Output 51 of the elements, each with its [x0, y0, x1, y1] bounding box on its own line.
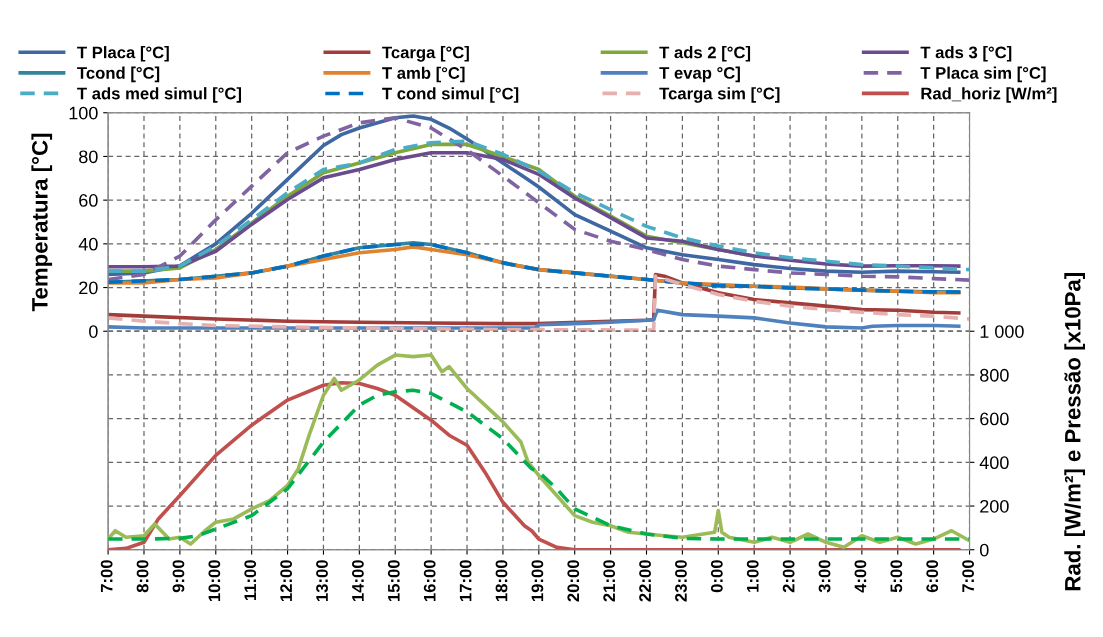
- legend-label: T Placa [°C]: [77, 46, 169, 62]
- x-tick-label: 23:00: [675, 560, 687, 602]
- y-tick-label: 60: [79, 194, 98, 207]
- y-tick-label: 100: [69, 106, 98, 120]
- y-tick-label: 0: [89, 325, 98, 338]
- x-tick-label: 10:00: [208, 560, 221, 602]
- x-tick-label: 20:00: [567, 560, 580, 602]
- legend-label: Tcarga [°C]: [382, 46, 469, 62]
- legend-label: Tcarga sim [°C]: [659, 87, 780, 103]
- x-tick-label: 11:00: [244, 560, 257, 601]
- x-tick-label: 13:00: [316, 560, 328, 602]
- x-tick-label: 0:00: [710, 560, 723, 593]
- x-tick-label: 18:00: [495, 560, 508, 602]
- x-tick-label: 21:00: [603, 560, 616, 602]
- y2-tick-label: 1 000: [980, 325, 1024, 338]
- x-tick-label: 3:00: [818, 560, 831, 593]
- y-tick-label: 40: [78, 237, 98, 251]
- x-tick-label: 1:00: [746, 560, 759, 592]
- x-tick-label: 12:00: [280, 560, 293, 602]
- x-tick-label: 6:00: [926, 560, 939, 593]
- x-tick-label: 9:00: [172, 560, 185, 593]
- x-tick-label: 2:00: [782, 560, 795, 593]
- x-tick-label: 16:00: [423, 560, 436, 602]
- y2-tick-label: 400: [979, 456, 1009, 470]
- x-tick-label: 7:00: [100, 560, 113, 593]
- x-tick-label: 22:00: [639, 560, 651, 602]
- y-tick-label: 80: [79, 150, 98, 164]
- y2-axis-title: Rad. [W/m²] e Pressão [x10Pa]: [1064, 273, 1086, 591]
- x-tick-label: 4:00: [854, 560, 867, 593]
- y2-tick-label: 200: [980, 499, 1009, 513]
- x-tick-label: 8:00: [136, 560, 149, 593]
- x-tick-label: 7:00: [962, 560, 975, 593]
- x-tick-label: 5:00: [890, 560, 903, 593]
- legend-label: Tcond [°C]: [77, 66, 160, 83]
- legend-label: T ads 2 [°C]: [659, 46, 751, 62]
- legend-label: T Placa sim [°C]: [920, 66, 1046, 83]
- x-tick-label: 19:00: [531, 560, 544, 602]
- y-axis-title: Temperatura [°C]: [31, 133, 53, 312]
- legend-label: T amb [°C]: [382, 66, 465, 83]
- x-tick-label: 14:00: [352, 560, 364, 602]
- x-tick-label: 15:00: [387, 560, 400, 602]
- legend-label: T cond simul [°C]: [382, 87, 519, 103]
- x-tick-label: 17:00: [459, 560, 472, 602]
- legend-label: Rad_horiz [W/m²]: [921, 87, 1057, 103]
- y2-tick-label: 600: [980, 412, 1009, 426]
- y2-tick-label: 800: [980, 368, 1009, 382]
- y-tick-label: 20: [79, 281, 98, 295]
- legend-label: T ads med simul [°C]: [77, 87, 242, 103]
- legend-label: T evap °C]: [659, 66, 740, 83]
- y2-tick-label: 0: [979, 543, 989, 557]
- legend-label: T ads 3 [°C]: [920, 46, 1012, 62]
